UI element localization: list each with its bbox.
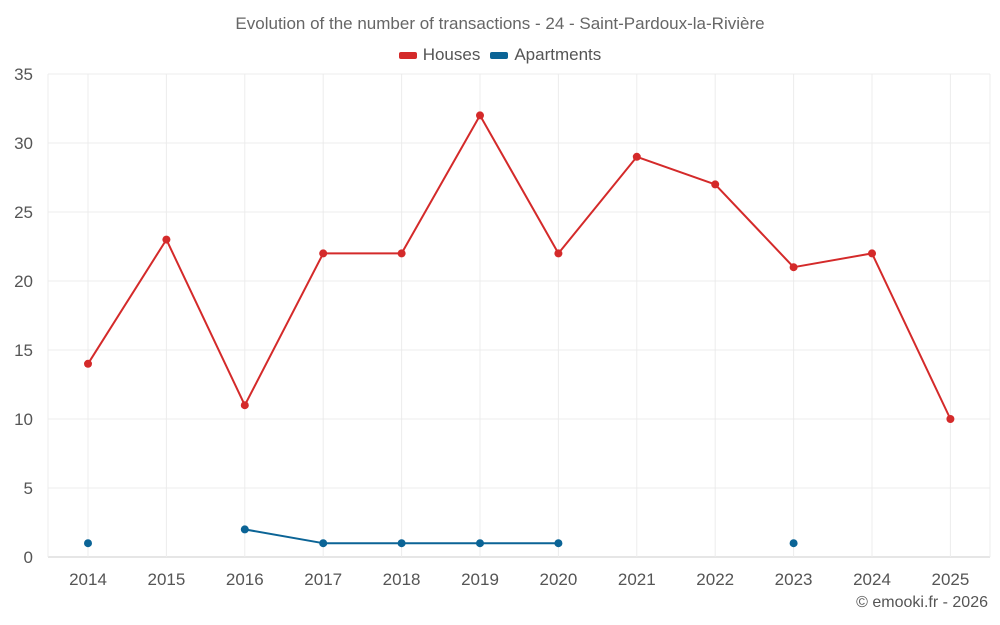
series-line-houses	[871, 252, 952, 420]
data-point-houses	[868, 249, 876, 258]
data-point-apartments	[319, 539, 328, 548]
data-point-houses	[789, 263, 798, 272]
series-line-houses	[87, 238, 168, 365]
data-point-apartments	[84, 539, 92, 548]
data-point-houses	[476, 111, 484, 120]
data-point-houses	[946, 415, 955, 423]
legend-item-apartments[interactable]: Apartments	[490, 45, 601, 65]
series-line-houses	[714, 183, 795, 269]
x-tick-label: 2024	[853, 570, 891, 589]
legend-swatch-apartments	[490, 51, 509, 59]
data-point-houses	[319, 249, 328, 258]
data-point-apartments	[554, 539, 563, 548]
data-point-houses	[397, 249, 406, 258]
x-tick-label: 2014	[69, 570, 107, 589]
x-tick-label: 2021	[618, 570, 656, 589]
x-tick-label: 2025	[931, 570, 969, 589]
data-point-apartments	[789, 539, 798, 548]
x-tick-label: 2016	[226, 570, 264, 589]
series-line-houses	[479, 114, 560, 255]
y-tick-label: 25	[14, 203, 33, 222]
data-point-apartments	[476, 539, 484, 548]
legend-label-houses: Houses	[422, 45, 481, 64]
series-line-houses	[635, 155, 717, 186]
data-point-houses	[632, 152, 641, 161]
y-tick-label: 5	[24, 479, 33, 498]
series-line-houses	[400, 114, 481, 255]
x-tick-label: 2015	[147, 570, 185, 589]
series-line-houses	[792, 252, 873, 269]
y-tick-label: 20	[14, 272, 33, 291]
chart-title: Evolution of the number of transactions …	[235, 14, 765, 33]
series-line-houses	[165, 238, 246, 407]
data-point-houses	[711, 180, 720, 189]
legend: Houses Apartments	[0, 45, 1000, 65]
y-tick-label: 30	[14, 134, 33, 153]
legend-label-apartments: Apartments	[514, 45, 602, 64]
data-point-apartments	[397, 539, 406, 548]
data-point-houses	[240, 401, 249, 410]
x-tick-label: 2017	[304, 570, 342, 589]
x-tick-label: 2019	[461, 570, 499, 589]
data-point-apartments	[240, 525, 249, 534]
y-tick-label: 0	[24, 548, 33, 567]
x-tick-label: 2023	[775, 570, 813, 589]
data-point-houses	[84, 359, 92, 368]
x-tick-label: 2018	[383, 570, 421, 589]
series-line-apartments	[243, 528, 325, 545]
legend-item-houses[interactable]: Houses	[398, 45, 481, 65]
y-tick-label: 10	[14, 410, 33, 429]
y-tick-label: 15	[14, 341, 33, 360]
data-point-houses	[162, 235, 171, 244]
x-tick-label: 2020	[539, 570, 577, 589]
x-tick-label: 2022	[696, 570, 734, 589]
legend-swatch-houses	[398, 51, 417, 59]
credit-text: © emooki.fr - 2026	[856, 594, 988, 611]
y-tick-label: 35	[14, 65, 33, 84]
series-line-houses	[243, 252, 325, 407]
data-point-houses	[554, 249, 563, 258]
series-line-houses	[557, 155, 638, 255]
